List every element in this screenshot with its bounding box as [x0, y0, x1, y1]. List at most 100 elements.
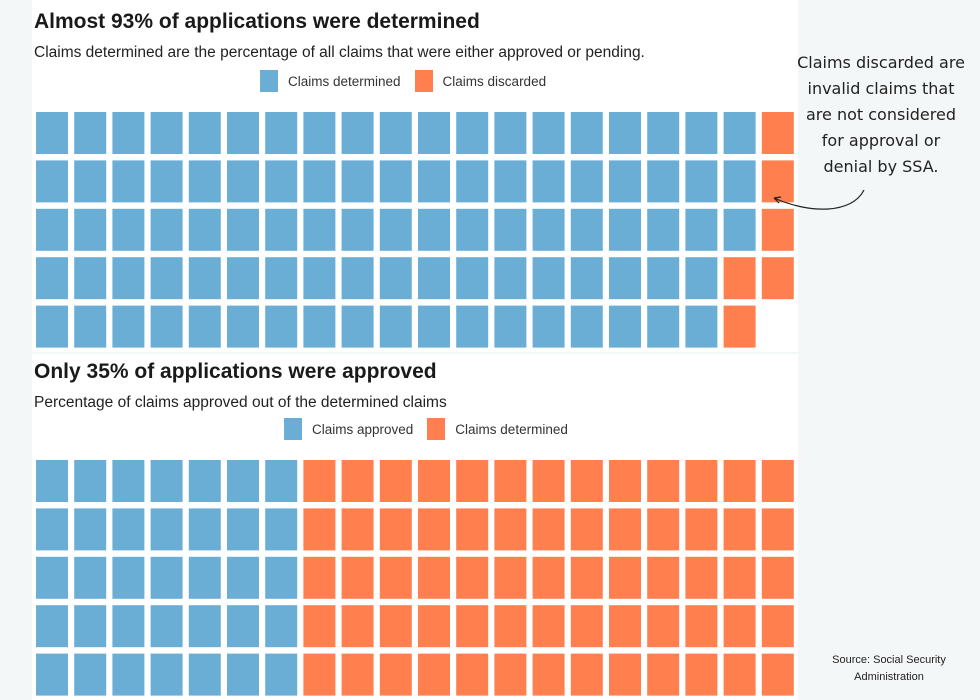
waffle-cell: [456, 653, 489, 696]
waffle-cell: [303, 460, 336, 502]
legend-item-determined: Claims determined: [260, 70, 401, 92]
waffle-cell: [150, 257, 183, 300]
waffle-cell: [188, 605, 221, 648]
waffle-cell: [265, 605, 298, 648]
chart-legend: Claims determined Claims discarded: [260, 70, 560, 92]
waffle-cell: [265, 460, 298, 502]
waffle-cell: [532, 508, 565, 551]
waffle-cell: [761, 556, 794, 599]
waffle-cell: [685, 460, 718, 502]
legend-item-determined: Claims determined: [427, 418, 568, 440]
waffle-cell: [303, 112, 336, 154]
waffle-cell: [188, 556, 221, 599]
waffle-cell: [150, 556, 183, 599]
waffle-cell: [570, 460, 603, 502]
waffle-cell: [265, 305, 298, 348]
waffle-cell: [379, 160, 412, 203]
waffle-cell: [265, 257, 298, 300]
waffle-cell: [532, 305, 565, 348]
waffle-cell: [74, 257, 107, 300]
waffle-cell: [532, 460, 565, 502]
waffle-cell: [418, 556, 450, 599]
waffle-cell: [303, 160, 336, 203]
waffle-cell: [418, 605, 450, 648]
waffle-cell: [227, 556, 259, 599]
waffle-cell: [609, 305, 641, 348]
waffle-cell: [303, 257, 336, 300]
waffle-cell: [494, 257, 527, 300]
legend-label: Claims determined: [288, 73, 401, 89]
waffle-cell: [494, 208, 527, 251]
waffle-cell: [265, 653, 298, 696]
waffle-cell: [685, 208, 718, 251]
legend-item-approved: Claims approved: [284, 418, 413, 440]
waffle-cell: [341, 508, 374, 551]
waffle-cell: [609, 460, 641, 502]
waffle-cell: [570, 556, 603, 599]
legend-swatch-orange: [427, 418, 446, 440]
waffle-cell: [74, 208, 107, 251]
waffle-cell: [570, 160, 603, 203]
waffle-cell: [418, 460, 450, 502]
waffle-cell: [761, 605, 794, 648]
waffle-cell: [188, 305, 221, 348]
waffle-cell: [36, 208, 68, 251]
chart-subtitle: Percentage of claims approved out of the…: [34, 394, 447, 411]
legend-label: Claims discarded: [442, 73, 547, 89]
waffle-cell: [188, 508, 221, 551]
waffle-cell: [418, 653, 450, 696]
waffle-cell: [150, 160, 183, 203]
waffle-cell: [647, 305, 680, 348]
waffle-cell: [150, 460, 183, 502]
waffle-cell: [418, 208, 450, 251]
waffle-cell: [379, 508, 412, 551]
waffle-cell: [532, 112, 565, 154]
chart-legend: Claims approved Claims determined: [284, 418, 582, 440]
chart-title: Only 35% of applications were approved: [34, 360, 437, 383]
waffle-cell: [685, 605, 718, 648]
waffle-chart-approved: [36, 460, 794, 696]
waffle-cell: [494, 556, 527, 599]
waffle-cell: [379, 112, 412, 154]
waffle-cell: [723, 112, 756, 154]
waffle-cell: [379, 208, 412, 251]
waffle-cell: [379, 605, 412, 648]
waffle-cell: [494, 460, 527, 502]
waffle-cell: [36, 605, 68, 648]
waffle-cell: [456, 160, 489, 203]
waffle-cell: [188, 208, 221, 251]
waffle-cell: [418, 160, 450, 203]
waffle-cell: [647, 605, 680, 648]
waffle-cell: [303, 653, 336, 696]
waffle-cell: [647, 556, 680, 599]
waffle-cell: [150, 112, 183, 154]
waffle-cell: [150, 653, 183, 696]
waffle-cell: [379, 653, 412, 696]
waffle-cell: [112, 556, 145, 599]
waffle-cell: [456, 305, 489, 348]
waffle-cell: [227, 112, 259, 154]
waffle-cell: [341, 208, 374, 251]
waffle-cell: [227, 208, 259, 251]
waffle-cell: [74, 112, 107, 154]
waffle-cell: [647, 460, 680, 502]
waffle-cell: [188, 460, 221, 502]
waffle-cell: [532, 556, 565, 599]
waffle-cell: [227, 160, 259, 203]
waffle-cell: [74, 305, 107, 348]
waffle-cell: [532, 160, 565, 203]
waffle-cell: [379, 460, 412, 502]
source-note: Source: Social Security Administration: [832, 654, 946, 683]
waffle-cell: [456, 605, 489, 648]
waffle-cell: [150, 508, 183, 551]
waffle-cell: [456, 257, 489, 300]
waffle-cell: [341, 257, 374, 300]
waffle-cell: [494, 160, 527, 203]
legend-swatch-blue: [260, 70, 278, 92]
waffle-cell: [685, 305, 718, 348]
waffle-cell: [570, 508, 603, 551]
waffle-cell: [112, 112, 145, 154]
legend-swatch-orange: [414, 70, 433, 92]
waffle-cell: [74, 605, 107, 648]
waffle-cell: [532, 653, 565, 696]
